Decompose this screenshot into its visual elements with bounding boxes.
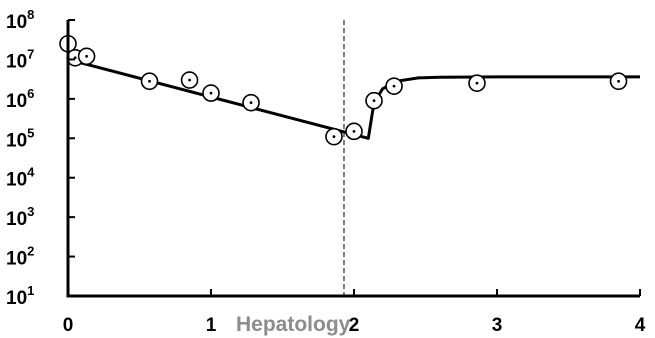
x-tick-label: 2: [349, 315, 360, 336]
data-point: [202, 84, 220, 102]
data-point: [77, 47, 96, 66]
data-point: [345, 122, 363, 141]
data-point: [468, 74, 486, 92]
data-point: [385, 77, 403, 95]
y-tick-label: 104: [6, 165, 35, 191]
y-tick-label: 101: [6, 283, 34, 309]
data-point: [325, 127, 343, 146]
data-points: [59, 34, 628, 146]
axes: [66, 19, 641, 298]
data-point: [365, 91, 383, 110]
x-tick-label: 4: [635, 315, 646, 336]
x-tick-label: 0: [63, 315, 74, 336]
y-axis-labels: 101 102 103 104 105 106 107 108: [6, 7, 35, 309]
data-point: [242, 93, 260, 112]
y-tick-label: 105: [6, 125, 34, 151]
y-tick-label: 102: [6, 244, 34, 270]
x-axis-labels: 0 1 2 3 4: [63, 315, 646, 336]
data-point: [609, 72, 628, 91]
data-point: [140, 72, 159, 91]
watermark: Hepatology: [236, 313, 351, 336]
x-tick-label: 1: [206, 315, 217, 336]
y-tick-label: 103: [6, 204, 34, 230]
y-tick-label: 108: [6, 7, 34, 33]
y-tick-label: 107: [6, 46, 34, 72]
data-point: [180, 71, 199, 89]
x-tick-label: 3: [492, 315, 503, 336]
y-tick-label: 106: [6, 86, 34, 112]
